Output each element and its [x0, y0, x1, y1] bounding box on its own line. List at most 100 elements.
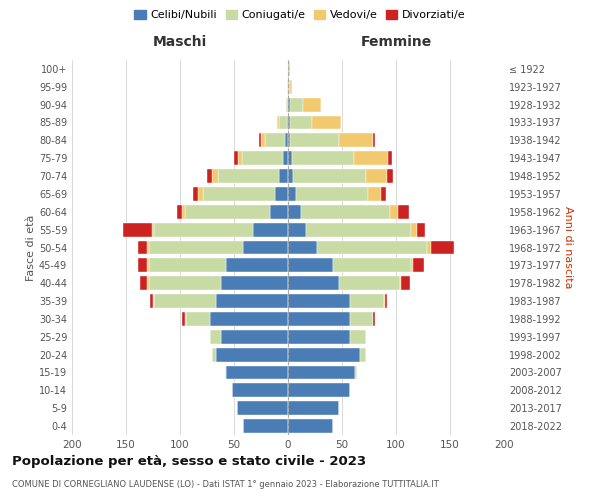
- Bar: [212, 348, 215, 362]
- Bar: [288, 366, 355, 380]
- Bar: [287, 80, 288, 94]
- Bar: [265, 134, 285, 147]
- Bar: [388, 169, 393, 183]
- Bar: [373, 134, 376, 147]
- Bar: [275, 187, 288, 201]
- Bar: [149, 240, 242, 254]
- Bar: [427, 240, 431, 254]
- Bar: [411, 258, 413, 272]
- Bar: [199, 187, 203, 201]
- Bar: [288, 348, 361, 362]
- Bar: [350, 330, 366, 344]
- Bar: [296, 187, 368, 201]
- Bar: [207, 169, 212, 183]
- Bar: [398, 205, 409, 219]
- Bar: [234, 151, 238, 165]
- Bar: [288, 401, 339, 415]
- Bar: [288, 116, 290, 130]
- Bar: [232, 384, 288, 398]
- Bar: [280, 169, 288, 183]
- Bar: [215, 348, 288, 362]
- Bar: [368, 187, 381, 201]
- Bar: [154, 294, 215, 308]
- Bar: [288, 312, 350, 326]
- Bar: [221, 330, 288, 344]
- Bar: [288, 205, 301, 219]
- Bar: [290, 116, 312, 130]
- Bar: [366, 169, 388, 183]
- Bar: [339, 134, 373, 147]
- Bar: [182, 205, 185, 219]
- Y-axis label: Fasce di età: Fasce di età: [26, 214, 36, 280]
- Y-axis label: Anni di nascita: Anni di nascita: [563, 206, 573, 289]
- Bar: [138, 258, 146, 272]
- Bar: [355, 366, 357, 380]
- Bar: [269, 205, 288, 219]
- Bar: [411, 222, 416, 236]
- Bar: [149, 258, 226, 272]
- Bar: [277, 116, 280, 130]
- Bar: [242, 151, 283, 165]
- Bar: [226, 366, 288, 380]
- Bar: [292, 151, 354, 165]
- Bar: [401, 276, 410, 290]
- Bar: [146, 258, 149, 272]
- Bar: [210, 330, 221, 344]
- Bar: [185, 205, 269, 219]
- Bar: [288, 80, 290, 94]
- Bar: [242, 240, 288, 254]
- Text: Maschi: Maschi: [153, 36, 207, 50]
- Bar: [140, 276, 146, 290]
- Bar: [287, 116, 288, 130]
- Bar: [389, 205, 398, 219]
- Bar: [146, 276, 149, 290]
- Bar: [301, 205, 389, 219]
- Bar: [388, 151, 392, 165]
- Bar: [288, 187, 296, 201]
- Bar: [253, 222, 288, 236]
- Bar: [288, 384, 350, 398]
- Bar: [193, 187, 199, 201]
- Bar: [288, 169, 293, 183]
- Bar: [149, 276, 221, 290]
- Bar: [307, 222, 411, 236]
- Bar: [339, 276, 400, 290]
- Bar: [203, 187, 275, 201]
- Bar: [261, 134, 265, 147]
- Bar: [226, 258, 288, 272]
- Bar: [288, 419, 334, 433]
- Bar: [280, 116, 287, 130]
- Bar: [381, 187, 386, 201]
- Bar: [288, 330, 350, 344]
- Bar: [288, 98, 290, 112]
- Bar: [123, 222, 152, 236]
- Legend: Celibi/Nubili, Coniugati/e, Vedovi/e, Divorziati/e: Celibi/Nubili, Coniugati/e, Vedovi/e, Di…: [130, 6, 470, 25]
- Bar: [146, 240, 149, 254]
- Bar: [288, 62, 290, 76]
- Text: Femmine: Femmine: [361, 36, 431, 50]
- Bar: [177, 205, 182, 219]
- Bar: [290, 98, 303, 112]
- Bar: [152, 222, 154, 236]
- Bar: [361, 348, 366, 362]
- Bar: [303, 98, 322, 112]
- Bar: [334, 258, 411, 272]
- Bar: [350, 312, 373, 326]
- Text: COMUNE DI CORNEGLIANO LAUDENSE (LO) - Dati ISTAT 1° gennaio 2023 - Elaborazione : COMUNE DI CORNEGLIANO LAUDENSE (LO) - Da…: [12, 480, 439, 489]
- Bar: [182, 312, 185, 326]
- Bar: [283, 151, 288, 165]
- Text: Popolazione per età, sesso e stato civile - 2023: Popolazione per età, sesso e stato civil…: [12, 455, 366, 468]
- Bar: [288, 222, 307, 236]
- Bar: [354, 151, 388, 165]
- Bar: [431, 240, 454, 254]
- Bar: [416, 222, 425, 236]
- Bar: [400, 276, 401, 290]
- Bar: [150, 294, 153, 308]
- Bar: [154, 222, 253, 236]
- Bar: [317, 240, 427, 254]
- Bar: [288, 151, 292, 165]
- Bar: [138, 240, 146, 254]
- Bar: [384, 294, 385, 308]
- Bar: [290, 134, 339, 147]
- Bar: [413, 258, 424, 272]
